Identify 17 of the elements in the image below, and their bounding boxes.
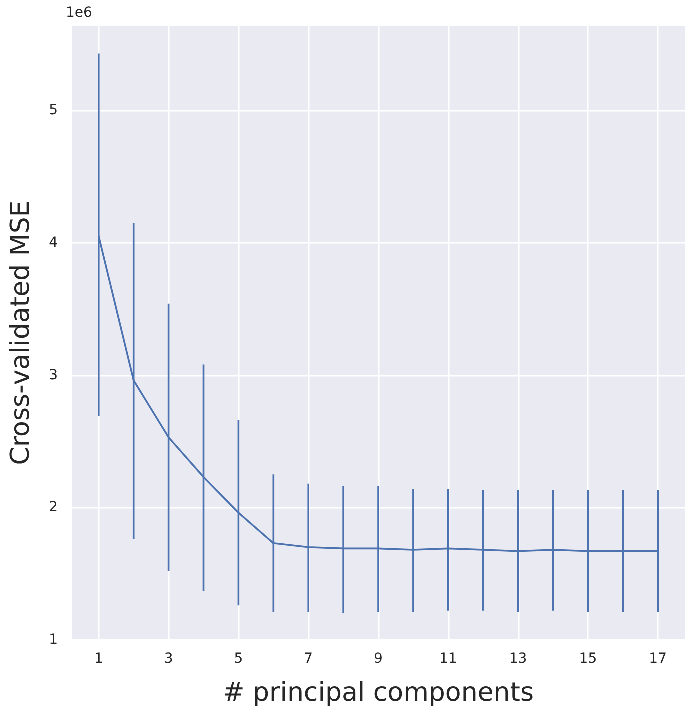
x-tick-label: 3: [164, 651, 174, 667]
y-tick-label: 3: [49, 367, 58, 384]
x-tick-label: 1: [94, 651, 104, 667]
y-tick-label: 2: [49, 500, 58, 516]
x-tick-label: 13: [509, 651, 528, 667]
x-axis-title: # principal components: [222, 678, 534, 708]
y-tick-label: 1: [49, 632, 58, 648]
text: 1e6: [66, 5, 93, 21]
x-tick-label: 11: [439, 651, 458, 667]
x-tick-label: 5: [234, 651, 244, 667]
x-tick-label: 7: [304, 651, 314, 667]
x-tick-label: 17: [649, 651, 668, 667]
y-axis-title: Cross-validated MSE: [6, 200, 36, 466]
y-tick-label: 4: [49, 235, 58, 252]
x-tick-label: 15: [579, 651, 598, 667]
y-tick-label: 5: [49, 102, 58, 119]
x-tick-label: 9: [374, 651, 383, 667]
